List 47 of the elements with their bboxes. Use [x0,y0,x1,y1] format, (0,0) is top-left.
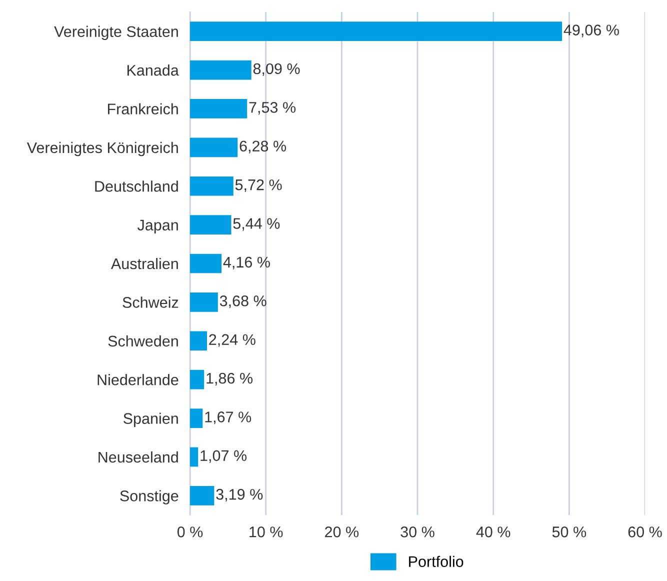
bar [190,447,198,467]
x-tick-label: 10 % [250,526,283,538]
data-label: 7,53 % [249,102,296,115]
data-label: 3,68 % [220,295,266,308]
bar [190,292,218,312]
x-tick-label: 30 % [400,526,434,538]
data-label: 1,86 % [206,372,253,386]
data-label: 1,67 % [205,412,252,424]
bar [190,254,222,274]
y-tick-label: Kanada [127,64,179,76]
bar [190,22,562,42]
bar [190,60,252,80]
bar [190,138,238,158]
data-label: 8,09 % [253,63,300,76]
data-label: 4,16 % [223,256,270,270]
bar [190,370,204,390]
x-tick-label: 40 % [476,526,510,538]
y-tick-label: Niederlande [98,374,178,386]
data-label: 5,72 % [235,179,282,192]
x-tick-label: 20 % [325,526,359,538]
data-label: 49,06 % [564,24,619,38]
y-tick-label: Neuseeland [98,451,178,463]
bar [190,408,203,428]
data-label: 6,28 % [240,140,286,154]
data-label: 3,19 % [216,488,263,502]
y-tick-label: Australien [110,258,178,270]
bar [190,176,234,196]
x-tick-label: 60 % [628,526,662,538]
y-tick-label: Vereinigtes Königreich [26,142,178,156]
y-tick-label: Sonstige [120,490,178,504]
x-tick-label: 0 % [177,526,203,538]
bar [190,99,248,118]
y-tick-label: Deutschland [95,180,178,192]
y-tick-label: Frankreich [108,103,178,114]
y-tick-label: Spanien [124,412,178,427]
bar [190,331,207,351]
legend-label: Portfolio [409,556,464,568]
y-tick-label: Schweiz [122,296,178,308]
data-label: 5,44 % [233,218,280,231]
bar [190,215,232,234]
y-tick-label: Vereinigte Staaten [54,26,178,40]
y-tick-label: Schweden [108,335,178,347]
y-tick-label: Japan [138,220,178,234]
x-tick-label: 50 % [552,526,586,538]
data-label: 2,24 % [209,334,256,347]
bar [190,486,214,506]
data-label: 1,07 % [200,450,247,463]
